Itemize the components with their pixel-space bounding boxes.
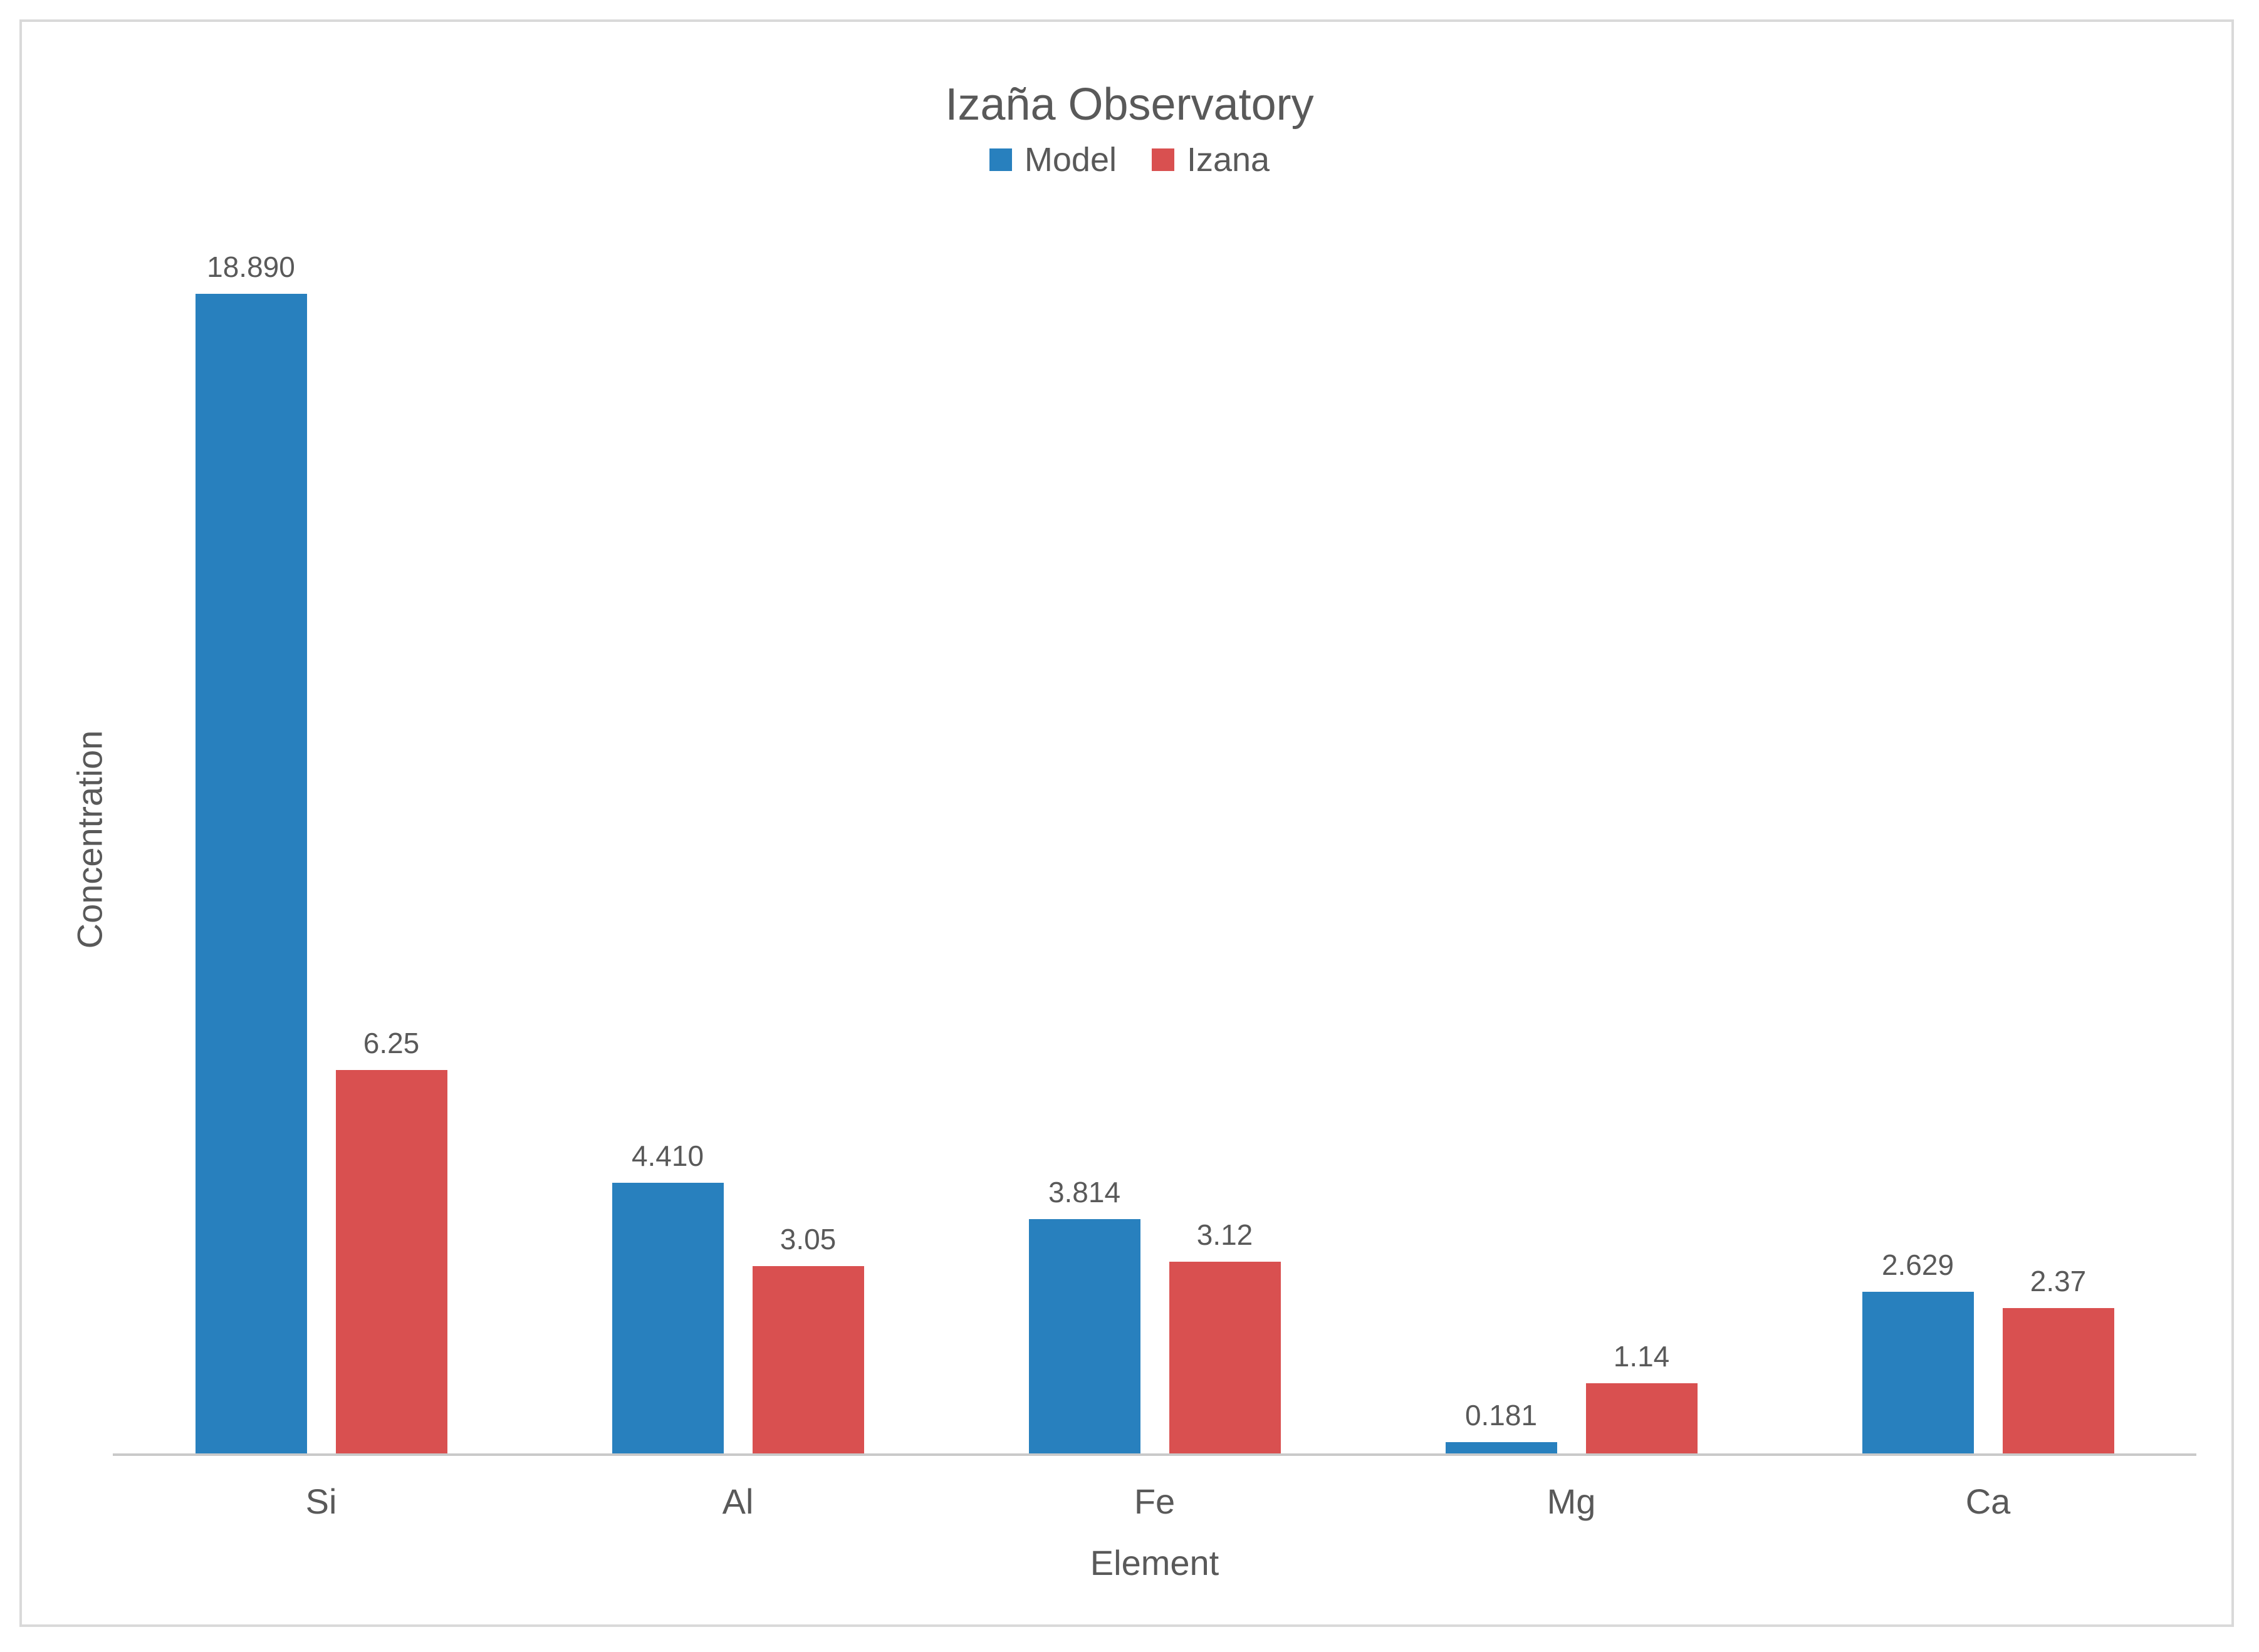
x-axis-title: Element bbox=[1090, 1543, 1219, 1582]
bar-izana-si bbox=[335, 1069, 447, 1453]
bar-model-fe bbox=[1028, 1219, 1140, 1453]
x-tick-label-mg: Mg bbox=[1547, 1482, 1596, 1521]
bar-group-izana-mg: 1.14 bbox=[1585, 226, 1698, 1453]
category-group-si: 18.890 6.25 bbox=[113, 226, 530, 1453]
category-group-ca: 2.629 2.37 bbox=[1780, 226, 2196, 1453]
chart-legend: Model Izana bbox=[0, 140, 2259, 179]
bar-group-model-ca: 2.629 bbox=[1862, 226, 1974, 1453]
category-group-al: 4.410 3.05 bbox=[530, 226, 946, 1453]
x-tick-label-si: Si bbox=[305, 1482, 337, 1521]
legend-swatch-model bbox=[989, 148, 1012, 171]
bar-value-label: 18.890 bbox=[207, 250, 295, 283]
bar-value-label: 3.814 bbox=[1048, 1176, 1121, 1209]
bar-model-si bbox=[195, 293, 307, 1453]
bar-model-mg bbox=[1445, 1442, 1557, 1453]
bar-model-al bbox=[612, 1182, 724, 1453]
bar-group-model-fe: 3.814 bbox=[1028, 226, 1140, 1453]
bar-value-label: 1.14 bbox=[1613, 1340, 1670, 1373]
bar-value-label: 3.05 bbox=[780, 1223, 837, 1256]
plot-area: 18.890 6.25 4.410 3.05 3.814 3.12 0.181 1.14 2.6… bbox=[113, 226, 2196, 1456]
bar-group-model-mg: 0.181 bbox=[1445, 226, 1557, 1453]
bar-group-izana-al: 3.05 bbox=[752, 226, 864, 1453]
bar-group-izana-ca: 2.37 bbox=[2002, 226, 2114, 1453]
bar-izana-ca bbox=[2002, 1307, 2114, 1453]
x-tick-label-al: Al bbox=[722, 1482, 754, 1521]
category-group-fe: 3.814 3.12 bbox=[946, 226, 1363, 1453]
y-axis-title: Concentration bbox=[70, 730, 110, 949]
bar-value-label: 2.37 bbox=[2030, 1264, 2087, 1297]
bar-value-label: 0.181 bbox=[1464, 1399, 1538, 1432]
x-tick-label-ca: Ca bbox=[1965, 1482, 2011, 1521]
x-tick-label-fe: Fe bbox=[1134, 1482, 1176, 1521]
legend-item-model: Model bbox=[989, 140, 1117, 179]
x-axis-tick-labels: Si Al Fe Mg Ca bbox=[113, 1481, 2196, 1522]
bar-group-izana-fe: 3.12 bbox=[1169, 226, 1281, 1453]
category-group-mg: 0.181 1.14 bbox=[1363, 226, 1780, 1453]
bar-group-izana-si: 6.25 bbox=[335, 226, 447, 1453]
legend-label: Izana bbox=[1186, 141, 1270, 179]
bar-group-model-si: 18.890 bbox=[195, 226, 307, 1453]
bars-container: 18.890 6.25 4.410 3.05 3.814 3.12 0.181 1.14 2.6… bbox=[113, 226, 2196, 1453]
bar-value-label: 6.25 bbox=[363, 1026, 420, 1059]
bar-izana-al bbox=[752, 1266, 864, 1453]
bar-value-label: 3.12 bbox=[1196, 1218, 1253, 1252]
legend-label: Model bbox=[1024, 141, 1117, 179]
legend-item-izana: Izana bbox=[1151, 140, 1270, 179]
bar-value-label: 2.629 bbox=[1881, 1249, 1954, 1282]
bar-group-model-al: 4.410 bbox=[612, 226, 724, 1453]
legend-swatch-izana bbox=[1151, 148, 1174, 171]
bar-izana-fe bbox=[1169, 1262, 1281, 1453]
bar-model-ca bbox=[1862, 1292, 1974, 1453]
chart-title: Izaña Observatory bbox=[945, 80, 1314, 130]
bar-izana-mg bbox=[1585, 1383, 1698, 1453]
bar-value-label: 4.410 bbox=[631, 1139, 704, 1172]
